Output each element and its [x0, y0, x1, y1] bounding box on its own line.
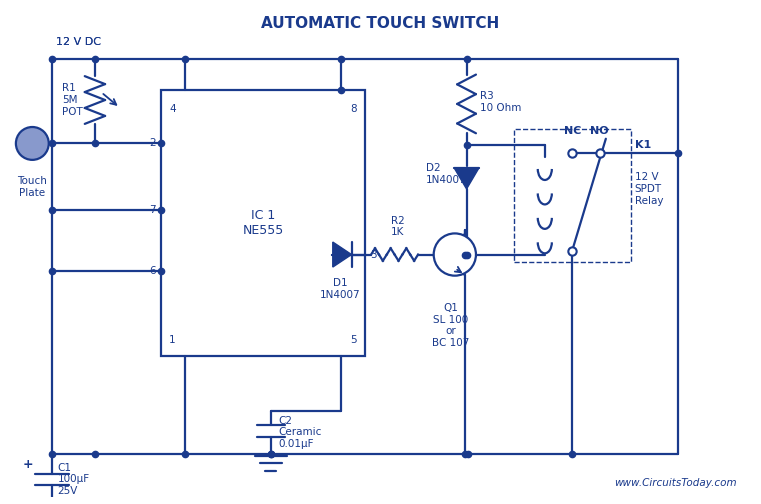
Text: AUTOMATIC TOUCH SWITCH: AUTOMATIC TOUCH SWITCH [261, 16, 500, 31]
Polygon shape [454, 168, 479, 189]
Text: 12 V DC: 12 V DC [56, 37, 100, 47]
Text: R2
1K: R2 1K [391, 216, 405, 237]
Text: R1
5M
POT: R1 5M POT [62, 84, 83, 116]
Text: D1
1N4007: D1 1N4007 [320, 278, 360, 299]
Text: D2
1N4007: D2 1N4007 [426, 163, 466, 185]
Text: 1: 1 [169, 335, 176, 345]
Circle shape [434, 233, 476, 276]
Text: IC 1
NE555: IC 1 NE555 [243, 209, 284, 237]
Text: 7: 7 [149, 205, 156, 215]
Text: 8: 8 [350, 103, 357, 113]
Bar [514, 130, 631, 263]
Text: 5: 5 [350, 335, 357, 345]
Text: www.CircuitsToday.com: www.CircuitsToday.com [614, 478, 737, 488]
Text: 12 V
SPDT
Relay: 12 V SPDT Relay [635, 172, 664, 206]
Text: +: + [23, 458, 33, 471]
Text: C2
Ceramic
0.01μF: C2 Ceramic 0.01μF [279, 416, 322, 449]
Text: K1: K1 [635, 140, 651, 150]
Text: 6: 6 [149, 266, 156, 276]
Circle shape [16, 127, 49, 160]
Text: C1
100μF
25V: C1 100μF 25V [57, 463, 90, 496]
Text: 3: 3 [371, 249, 377, 260]
Bar [161, 90, 365, 356]
Text: Q1
SL 100
or
BC 107: Q1 SL 100 or BC 107 [432, 303, 470, 348]
Text: 12 V DC: 12 V DC [56, 37, 100, 47]
Text: NC: NC [563, 125, 581, 136]
Text: Touch
Plate: Touch Plate [18, 176, 47, 198]
Text: 2: 2 [149, 139, 156, 149]
Polygon shape [333, 242, 352, 267]
Text: 4: 4 [169, 103, 176, 113]
Text: R3
10 Ohm: R3 10 Ohm [480, 91, 521, 113]
Text: NO: NO [591, 125, 609, 136]
